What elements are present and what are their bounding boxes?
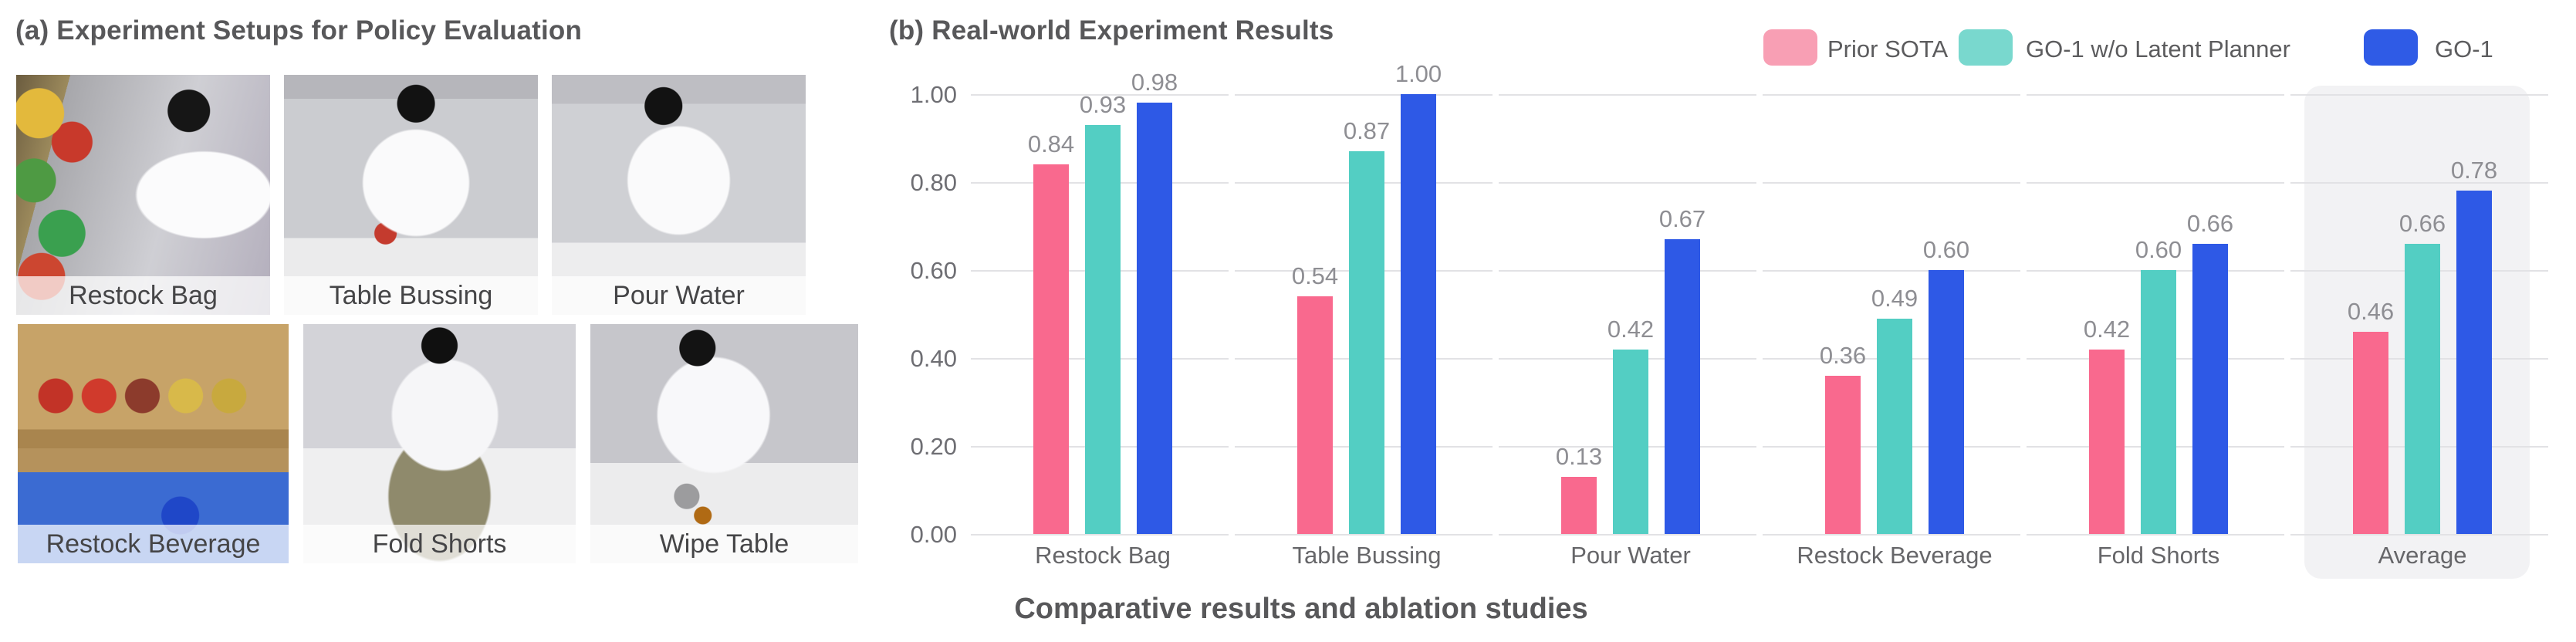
bar-value-go-1-fold-shorts: 0.66 [2186,209,2234,237]
gridline [1763,94,2020,96]
gridline [1499,182,1756,184]
category-label-restock-beverage: Restock Beverage [1797,542,1993,569]
gridline [2027,534,2284,536]
y-axis-tick-0.00: 0.00 [910,521,957,548]
category-label-restock-bag: Restock Bag [1035,542,1171,569]
gridline [2290,182,2548,184]
bar-go-1-fold-shorts [2192,243,2228,534]
y-axis-tick-0.80: 0.80 [910,169,957,196]
gridline [1763,182,2020,184]
category-label-average: Average [2378,542,2467,569]
bar-go-1-average [2456,191,2492,534]
bar-value-prior-sota-table-bussing: 0.54 [1291,262,1339,290]
gridline [971,94,1229,96]
gridline [1235,94,1493,96]
bar-value-go-1-w-o-latent-planner-average: 0.66 [2399,209,2446,237]
legend-swatch-prior-sota [1763,29,1817,66]
bar-go-1-restock-bag [1137,103,1172,534]
bar-go-1-w-o-latent-planner-average [2405,243,2440,534]
bar-go-1-w-o-latent-planner-pour-water [1613,349,1648,534]
bar-value-go-1-w-o-latent-planner-table-bussing: 0.87 [1343,117,1391,145]
bar-prior-sota-fold-shorts [2089,349,2125,534]
chart-caption: Comparative results and ablation studies [1014,593,1588,625]
bar-value-go-1-w-o-latent-planner-pour-water: 0.42 [1607,315,1655,343]
photo-label-pour-water: Pour Water [552,276,806,315]
bar-go-1-restock-beverage [1929,270,1964,534]
y-axis-tick-0.40: 0.40 [910,345,957,372]
gridline [1235,534,1493,536]
bar-go-1-w-o-latent-planner-restock-beverage [1877,318,1912,534]
category-label-table-bussing: Table Bussing [1292,542,1442,569]
bar-prior-sota-table-bussing [1297,296,1333,534]
gridline [1499,270,1756,272]
bar-value-go-1-w-o-latent-planner-restock-bag: 0.93 [1079,90,1127,118]
bar-value-go-1-w-o-latent-planner-fold-shorts: 0.60 [2135,236,2182,263]
bar-prior-sota-restock-bag [1033,164,1069,534]
legend-swatch-go-1-w-o-latent-planner [1959,29,2013,66]
experiment-photo-table-bussing: Table Bussing [284,75,538,315]
photo-label-wipe-table: Wipe Table [590,525,858,563]
gridline [1763,270,2020,272]
gridline [1763,534,2020,536]
panel-a-title: (a) Experiment Setups for Policy Evaluat… [15,15,583,46]
bar-go-1-w-o-latent-planner-table-bussing [1349,151,1384,534]
photo-label-fold-shorts: Fold Shorts [303,525,576,563]
y-axis-tick-0.20: 0.20 [910,433,957,460]
bar-value-prior-sota-pour-water: 0.13 [1555,442,1603,470]
bar-value-prior-sota-fold-shorts: 0.42 [2083,315,2131,343]
gridline [1499,534,1756,536]
gridline [2290,94,2548,96]
gridline [2027,94,2284,96]
experiment-photo-fold-shorts: Fold Shorts [303,324,576,563]
bar-go-1-w-o-latent-planner-restock-bag [1085,124,1121,534]
legend-label-go-1-w-o-latent-planner: GO-1 w/o Latent Planner [2026,35,2290,63]
bar-prior-sota-restock-beverage [1825,375,1861,534]
bar-go-1-w-o-latent-planner-fold-shorts [2141,270,2176,534]
photo-label-restock-beverage: Restock Beverage [18,525,289,563]
photo-label-table-bussing: Table Bussing [284,276,538,315]
gridline [971,534,1229,536]
gridline [2290,534,2548,536]
legend-label-prior-sota: Prior SOTA [1827,35,1949,63]
legend-label-go-1: GO-1 [2435,35,2493,63]
experiment-photo-pour-water: Pour Water [552,75,806,315]
panel-b-title: (b) Real-world Experiment Results [889,15,1334,46]
category-label-fold-shorts: Fold Shorts [2097,542,2220,569]
bar-prior-sota-pour-water [1561,476,1597,534]
experiment-photo-restock-bag: Restock Bag [16,75,270,315]
gridline [1499,94,1756,96]
bar-value-go-1-table-bussing: 1.00 [1394,60,1442,87]
y-axis-tick-0.60: 0.60 [910,257,957,284]
category-label-pour-water: Pour Water [1570,542,1691,569]
bar-go-1-pour-water [1665,239,1700,534]
y-axis-tick-1.00: 1.00 [910,81,957,108]
bar-value-prior-sota-average: 0.46 [2347,297,2395,325]
bar-value-go-1-w-o-latent-planner-restock-beverage: 0.49 [1871,284,1918,312]
experiment-photo-wipe-table: Wipe Table [590,324,858,563]
bar-value-go-1-average: 0.78 [2450,157,2498,184]
legend-swatch-go-1 [2364,29,2418,66]
bar-value-prior-sota-restock-bag: 0.84 [1027,130,1075,158]
bar-prior-sota-average [2353,331,2388,534]
bar-value-go-1-pour-water: 0.67 [1658,205,1706,233]
bar-value-prior-sota-restock-beverage: 0.36 [1819,341,1867,369]
bar-go-1-table-bussing [1401,94,1436,534]
photo-label-restock-bag: Restock Bag [16,276,270,315]
bar-value-go-1-restock-bag: 0.98 [1131,69,1178,96]
experiment-photo-restock-beverage: Restock Beverage [18,324,289,563]
gridline [2027,182,2284,184]
bar-value-go-1-restock-beverage: 0.60 [1922,236,1970,263]
